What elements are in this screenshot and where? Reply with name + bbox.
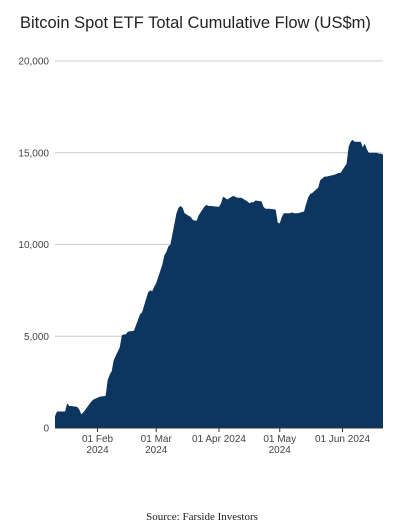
x-tick-label: 01 Jun 2024: [315, 434, 370, 445]
y-tick-label: 10,000: [18, 240, 49, 251]
x-tick-label: 01 May: [263, 434, 296, 445]
chart-title: Bitcoin Spot ETF Total Cumulative Flow (…: [20, 14, 371, 32]
y-axis-ticks: 0 5,000 10,000 15,000 20,000: [18, 57, 49, 435]
x-tick-label: 01 Apr 2024: [192, 434, 246, 445]
y-tick-label: 5,000: [24, 332, 49, 343]
x-tick-label-year: 2024: [145, 445, 168, 456]
y-tick-label: 0: [43, 424, 49, 435]
source-note: Source: Farside Investors: [146, 511, 258, 523]
x-tick-label: 01 Feb: [82, 434, 114, 445]
x-tick-label-year: 2024: [86, 445, 109, 456]
x-tick-label: 01 Mar: [141, 434, 173, 445]
x-tick-label-year: 2024: [269, 445, 292, 456]
y-tick-label: 15,000: [18, 148, 49, 159]
cumulative-flow-area: [55, 139, 383, 428]
y-tick-label: 20,000: [18, 57, 49, 68]
